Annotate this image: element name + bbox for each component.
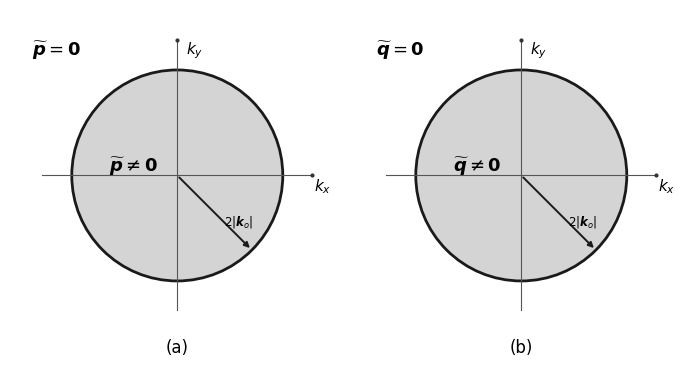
Text: $2|\boldsymbol{k}_{o}|$: $2|\boldsymbol{k}_{o}|$ — [568, 214, 596, 230]
Circle shape — [416, 70, 627, 281]
Text: $k_x$: $k_x$ — [314, 177, 332, 196]
Text: (b): (b) — [510, 339, 533, 357]
Text: $k_y$: $k_y$ — [530, 41, 547, 61]
Circle shape — [72, 70, 283, 281]
Text: $k_x$: $k_x$ — [658, 177, 676, 196]
Text: $\widetilde{\boldsymbol{q}} \neq \mathbf{0}$: $\widetilde{\boldsymbol{q}} \neq \mathbf… — [453, 156, 502, 178]
Text: $\widetilde{\boldsymbol{p}} \neq \mathbf{0}$: $\widetilde{\boldsymbol{p}} \neq \mathbf… — [109, 156, 158, 178]
Text: $\widetilde{\boldsymbol{p}} = \mathbf{0}$: $\widetilde{\boldsymbol{p}} = \mathbf{0}… — [32, 40, 80, 62]
Text: (a): (a) — [166, 339, 189, 357]
Text: $2|\boldsymbol{k}_{o}|$: $2|\boldsymbol{k}_{o}|$ — [224, 214, 252, 230]
Text: $k_y$: $k_y$ — [186, 41, 203, 61]
Text: $\widetilde{\boldsymbol{q}} = \mathbf{0}$: $\widetilde{\boldsymbol{q}} = \mathbf{0}… — [376, 40, 424, 62]
